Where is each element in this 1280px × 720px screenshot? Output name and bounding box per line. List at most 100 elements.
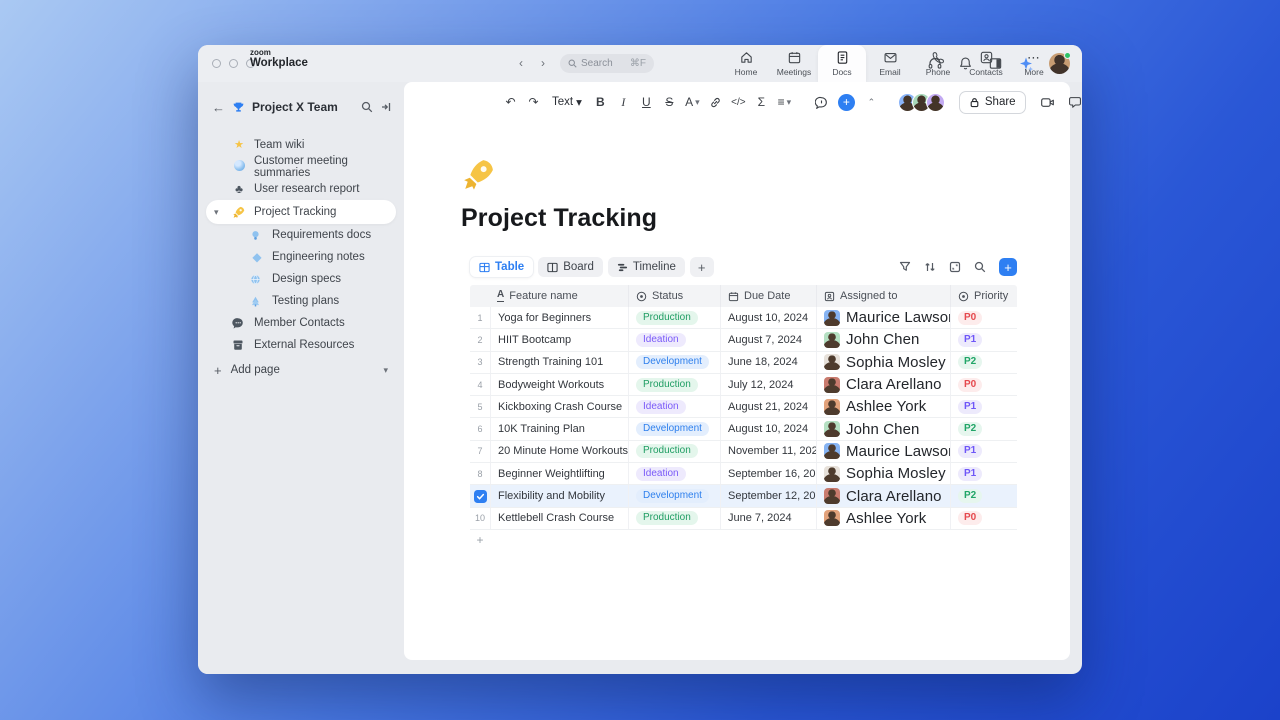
- sidebar-item-external-resources[interactable]: External Resources: [198, 334, 404, 356]
- presence-avatar[interactable]: [925, 92, 945, 112]
- table-search-icon[interactable]: [974, 261, 986, 273]
- add-record-button[interactable]: +: [999, 258, 1017, 276]
- due-date-cell[interactable]: August 10, 2024: [720, 307, 816, 329]
- align-icon[interactable]: ≡ ▾: [777, 95, 792, 109]
- video-icon[interactable]: [1040, 95, 1055, 110]
- code-icon[interactable]: </>: [731, 96, 746, 108]
- sidebar-collapse-icon[interactable]: [380, 101, 392, 113]
- priority-badge[interactable]: P0: [958, 310, 983, 325]
- nav-meetings[interactable]: Meetings: [770, 45, 818, 82]
- column-header-priority[interactable]: Priority: [950, 285, 1017, 307]
- priority-badge[interactable]: P1: [958, 466, 983, 481]
- column-header-due-date[interactable]: Due Date: [720, 285, 816, 307]
- tab-timeline[interactable]: Timeline: [607, 257, 685, 277]
- table-row[interactable]: 10 Kettlebell Crash Course Production Ju…: [470, 507, 1017, 530]
- column-header-assigned-to[interactable]: Assigned to: [816, 285, 950, 307]
- status-badge[interactable]: Development: [636, 489, 709, 504]
- window-controls[interactable]: [212, 59, 255, 68]
- bold-icon[interactable]: B: [596, 95, 605, 109]
- priority-badge[interactable]: P1: [958, 332, 983, 347]
- link-icon[interactable]: [705, 92, 726, 113]
- priority-badge[interactable]: P2: [958, 355, 983, 370]
- formula-icon[interactable]: Σ: [757, 95, 766, 109]
- due-date-cell[interactable]: July 12, 2024: [720, 373, 816, 396]
- undo-icon[interactable]: ↶: [505, 95, 516, 109]
- sidebar-item-requirements-docs[interactable]: Requirements docs: [198, 224, 404, 246]
- table-row-selected[interactable]: Flexibility and Mobility Development Sep…: [470, 485, 1017, 508]
- redo-icon[interactable]: ↷: [528, 95, 539, 109]
- tab-table[interactable]: Table: [470, 257, 534, 277]
- sidebar-item-testing-plans[interactable]: Testing plans: [198, 290, 404, 312]
- assignee-cell[interactable]: Clara Arellano: [816, 373, 950, 396]
- due-date-cell[interactable]: August 7, 2024: [720, 329, 816, 351]
- sidebar-item-design-specs[interactable]: Design specs: [198, 268, 404, 290]
- tab-board[interactable]: Board: [538, 257, 603, 277]
- assignee-cell[interactable]: Clara Arellano: [816, 485, 950, 507]
- feature-cell[interactable]: HIIT Bootcamp: [490, 329, 628, 351]
- status-badge[interactable]: Ideation: [636, 466, 686, 481]
- due-date-cell[interactable]: August 10, 2024: [720, 418, 816, 440]
- add-row-button[interactable]: +: [470, 530, 1017, 550]
- sidebar-search-icon[interactable]: [361, 101, 373, 113]
- close-window-button[interactable]: [212, 59, 221, 68]
- sort-icon[interactable]: [924, 261, 936, 273]
- expand-icon[interactable]: [949, 261, 961, 273]
- nav-contacts[interactable]: Contacts: [962, 45, 1010, 82]
- filter-icon[interactable]: [899, 261, 911, 273]
- assignee-cell[interactable]: Ashlee York: [816, 507, 950, 529]
- italic-icon[interactable]: I: [621, 94, 626, 109]
- nav-home[interactable]: Home: [722, 45, 770, 82]
- search-input[interactable]: Search ⌘F: [560, 54, 654, 73]
- back-icon[interactable]: ‹: [519, 56, 523, 70]
- sidebar-item-project-tracking[interactable]: ▾ Project Tracking: [206, 200, 396, 224]
- table-row[interactable]: 6 10K Training Plan Development August 1…: [470, 418, 1017, 441]
- text-color-icon[interactable]: A ▾: [685, 95, 700, 109]
- due-date-cell[interactable]: June 18, 2024: [720, 351, 816, 373]
- chevron-down-icon[interactable]: ▾: [383, 364, 388, 375]
- table-row[interactable]: 4 Bodyweight Workouts Production July 12…: [470, 373, 1017, 397]
- priority-badge[interactable]: P1: [958, 399, 983, 414]
- comment-icon[interactable]: [811, 92, 832, 113]
- add-view-button[interactable]: +: [689, 257, 714, 277]
- feature-cell[interactable]: Yoga for Beginners: [490, 307, 628, 329]
- assignee-cell[interactable]: Maurice Lawson: [816, 307, 950, 329]
- assignee-cell[interactable]: Maurice Lawson: [816, 440, 950, 463]
- text-style-dropdown[interactable]: Text ▾: [552, 96, 582, 109]
- sidebar-item-engineering-notes[interactable]: ◆ Engineering notes: [198, 246, 404, 268]
- sidebar-item-team-wiki[interactable]: ★ Team wiki: [198, 134, 404, 156]
- assignee-cell[interactable]: Sophia Mosley: [816, 351, 950, 373]
- minimize-window-button[interactable]: [229, 59, 238, 68]
- status-badge[interactable]: Development: [636, 355, 709, 370]
- table-row[interactable]: 3 Strength Training 101 Development June…: [470, 351, 1017, 374]
- priority-badge[interactable]: P0: [958, 377, 983, 392]
- nav-more[interactable]: ⋯ More: [1024, 49, 1044, 78]
- table-row[interactable]: 2 HIIT Bootcamp Ideation August 7, 2024 …: [470, 329, 1017, 352]
- sidebar-back-icon[interactable]: ←: [212, 99, 225, 115]
- row-checkbox-checked[interactable]: [473, 489, 487, 503]
- forward-icon[interactable]: ›: [541, 56, 545, 70]
- table-row[interactable]: 7 20 Minute Home Workouts Production Nov…: [470, 440, 1017, 464]
- underline-icon[interactable]: U: [642, 95, 651, 109]
- user-avatar[interactable]: [1049, 52, 1071, 74]
- feature-cell[interactable]: Flexibility and Mobility: [490, 485, 628, 507]
- status-badge[interactable]: Production: [636, 377, 698, 392]
- assignee-cell[interactable]: Sophia Mosley: [816, 463, 950, 485]
- collapse-toolbar-icon[interactable]: ⌃: [867, 96, 876, 107]
- assignee-cell[interactable]: John Chen: [816, 329, 950, 351]
- panel-toggle-icon[interactable]: [988, 56, 1003, 71]
- strikethrough-icon[interactable]: S: [665, 95, 674, 109]
- assignee-cell[interactable]: Ashlee York: [816, 396, 950, 418]
- priority-badge[interactable]: P2: [958, 489, 983, 504]
- due-date-cell[interactable]: June 7, 2024: [720, 507, 816, 529]
- sidebar-item-customer-meeting-summaries[interactable]: Customer meeting summaries: [198, 155, 404, 179]
- assignee-cell[interactable]: John Chen: [816, 418, 950, 440]
- column-header-status[interactable]: Status: [628, 285, 720, 307]
- feature-cell[interactable]: Bodyweight Workouts: [490, 373, 628, 396]
- feature-cell[interactable]: Strength Training 101: [490, 351, 628, 373]
- priority-badge[interactable]: P1: [958, 444, 983, 459]
- status-badge[interactable]: Production: [636, 310, 698, 325]
- status-badge[interactable]: Development: [636, 422, 709, 437]
- chat-bubble-icon[interactable]: [1068, 95, 1082, 109]
- priority-badge[interactable]: P2: [958, 422, 983, 437]
- table-row[interactable]: 1 Yoga for Beginners Production August 1…: [470, 307, 1017, 330]
